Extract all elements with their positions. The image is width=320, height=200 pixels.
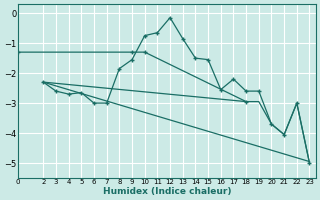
X-axis label: Humidex (Indice chaleur): Humidex (Indice chaleur): [103, 187, 231, 196]
